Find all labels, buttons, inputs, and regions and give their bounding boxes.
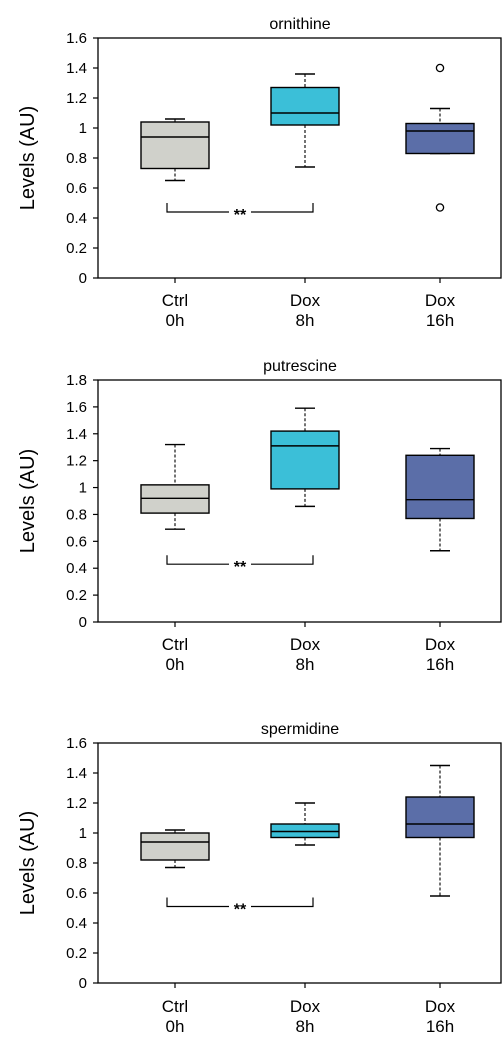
y-tick-label: 1.6 xyxy=(66,735,87,752)
y-tick-label: 1.6 xyxy=(66,30,87,47)
y-axis-label: Levels (AU) xyxy=(17,106,39,210)
y-tick-label: 0.4 xyxy=(66,915,87,932)
y-tick-label: 1.2 xyxy=(66,90,87,107)
iqr-box xyxy=(140,832,210,861)
category-label: Dox xyxy=(425,997,456,1016)
y-axis-label: Levels (AU) xyxy=(17,811,39,915)
category-label: Dox xyxy=(290,997,321,1016)
category-sublabel: 16h xyxy=(426,311,454,330)
category-label: Ctrl xyxy=(162,635,188,654)
box-Ctrl-0h xyxy=(140,443,210,530)
chart-title: spermidine xyxy=(261,721,339,738)
category-label: Ctrl xyxy=(162,997,188,1016)
category-sublabel: 0h xyxy=(166,311,185,330)
y-tick-label: 0.2 xyxy=(66,587,87,604)
significance-label-bg xyxy=(229,900,251,913)
iqr-box xyxy=(270,430,340,490)
y-tick-label: 1.4 xyxy=(66,60,87,77)
box-Ctrl-0h xyxy=(140,829,210,869)
y-tick-label: 0.6 xyxy=(66,180,87,197)
y-tick-label: 1.2 xyxy=(66,795,87,812)
box-Dox-16h xyxy=(405,764,475,897)
iqr-box xyxy=(270,823,340,839)
box-Dox-8h xyxy=(270,407,340,508)
y-tick-label: 0.8 xyxy=(66,506,87,523)
box-Dox-8h xyxy=(270,73,340,168)
y-tick-label: 1.8 xyxy=(66,372,87,389)
outlier-point xyxy=(435,63,445,73)
category-sublabel: 8h xyxy=(296,311,315,330)
category-sublabel: 16h xyxy=(426,655,454,674)
category-label: Ctrl xyxy=(162,291,188,310)
chart-panel-ornithine: ornithine 0 0.2 0.4 0.6 0.8 1 1.2 1.4 1.6 Levels (… xyxy=(17,16,502,330)
chart-title: putrescine xyxy=(263,358,337,375)
category-sublabel: 8h xyxy=(296,655,315,674)
significance-label-bg xyxy=(229,558,251,571)
y-tick-label: 0.4 xyxy=(66,210,87,227)
iqr-box xyxy=(405,122,475,155)
y-tick-label: 0.8 xyxy=(66,150,87,167)
y-tick-label: 1 xyxy=(79,120,87,137)
significance-label: ** xyxy=(234,207,247,224)
y-tick-label: 0 xyxy=(79,614,87,631)
significance-label-bg xyxy=(229,206,251,218)
y-tick-label: 0.2 xyxy=(66,240,87,257)
y-tick-label: 0.6 xyxy=(66,533,87,550)
y-tick-label: 1.2 xyxy=(66,453,87,470)
category-label: Dox xyxy=(290,635,321,654)
box-Dox-16h xyxy=(405,447,475,552)
y-tick-label: 1.6 xyxy=(66,399,87,416)
chart-panel-spermidine: spermidine 0 0.2 0.4 0.6 0.8 1 1.2 1.4 1.6 Levels … xyxy=(17,721,502,1036)
significance-label: ** xyxy=(234,559,247,576)
y-axis-label: Levels (AU) xyxy=(17,449,39,553)
y-tick-label: 0.2 xyxy=(66,945,87,962)
box-Dox-16h xyxy=(405,63,475,212)
outlier-point xyxy=(435,203,445,212)
y-tick-label: 0 xyxy=(79,975,87,992)
iqr-box xyxy=(140,121,210,170)
chart-title: ornithine xyxy=(269,16,330,33)
y-tick-label: 1.4 xyxy=(66,765,87,782)
box-Dox-8h xyxy=(270,802,340,846)
iqr-box xyxy=(270,86,340,126)
box-Ctrl-0h xyxy=(140,118,210,182)
y-tick-label: 0.4 xyxy=(66,560,87,577)
y-tick-label: 1.4 xyxy=(66,426,87,443)
y-tick-label: 0 xyxy=(79,270,87,287)
y-tick-label: 0.6 xyxy=(66,885,87,902)
plot-frame xyxy=(97,379,502,623)
significance-label: ** xyxy=(234,902,247,919)
iqr-box xyxy=(405,796,475,839)
category-label: Dox xyxy=(290,291,321,310)
y-tick-label: 0.8 xyxy=(66,855,87,872)
category-label: Dox xyxy=(425,635,456,654)
category-sublabel: 0h xyxy=(166,655,185,674)
category-label: Dox xyxy=(425,291,456,310)
y-tick-label: 1 xyxy=(79,480,87,497)
category-sublabel: 8h xyxy=(296,1017,315,1036)
iqr-box xyxy=(405,454,475,520)
y-tick-label: 1 xyxy=(79,825,87,842)
category-sublabel: 0h xyxy=(166,1017,185,1036)
chart-panel-putrescine: putrescine 0 0.2 0.4 0.6 0.8 1 1.2 1.4 1.6 1.8 Leve… xyxy=(17,358,502,674)
category-sublabel: 16h xyxy=(426,1017,454,1036)
